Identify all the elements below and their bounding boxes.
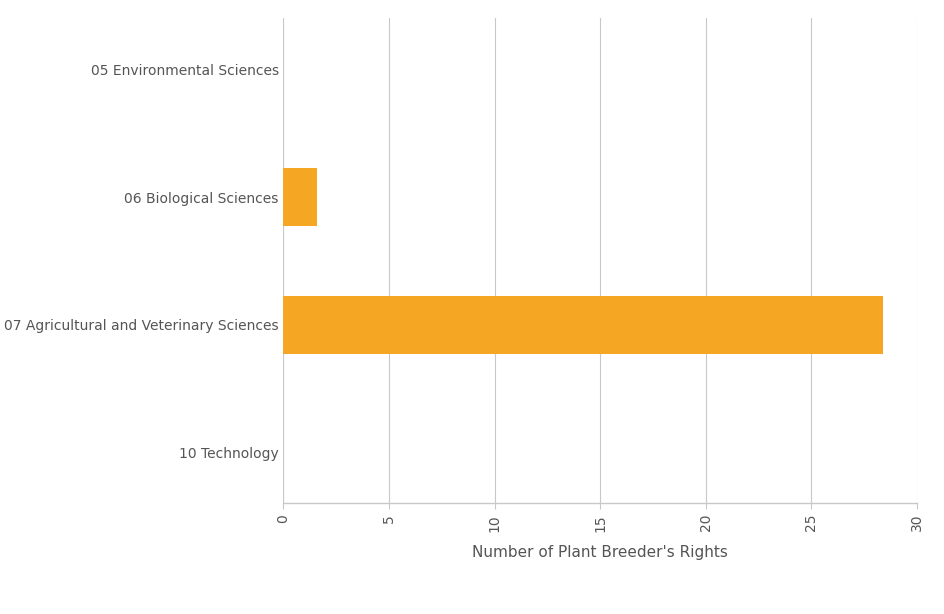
X-axis label: Number of Plant Breeder's Rights: Number of Plant Breeder's Rights [472,545,727,561]
Bar [283,168,317,226]
Bar [283,296,882,354]
